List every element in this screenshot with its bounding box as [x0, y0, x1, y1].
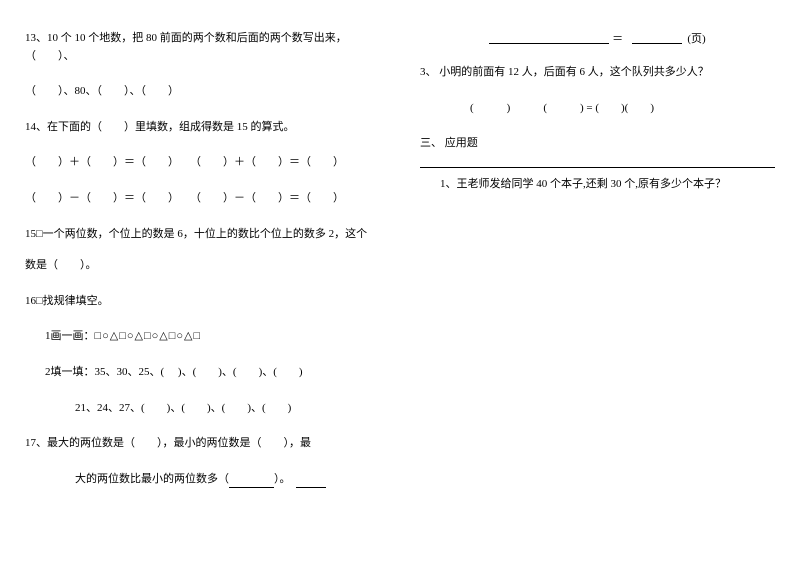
q15-line1: 15□一个两位数，个位上的数是 6，十位上的数比个位上的数多 2，这个 [25, 226, 380, 244]
q13-line1: 13、10 个 10 个地数，把 80 前面的两个数和后面的两个数写出来，（ ）… [25, 30, 380, 65]
q16-fill1: 2填一填：35、30、25、( )、( )、( )、( ) [25, 364, 380, 382]
app-q1: 1、王老师发给同学 40 个本子,还剩 30 个,原有多少个本子？ [420, 176, 775, 194]
section3-title: 三、 应用题 [420, 135, 775, 153]
fraction-result-line [632, 43, 682, 44]
q17-line2: 大的两位数比最小的两位数多（ ）。 [25, 471, 380, 489]
q17b-prefix: 大的两位数比最小的两位数多（ [75, 473, 229, 485]
q15-line2: 数是（ ）。 [25, 257, 380, 275]
q17-trail [296, 487, 326, 488]
q16-draw: 1画一画：□○△□○△□○△□○△□ [25, 328, 380, 346]
q16-fill2: 21、24、27、( )、( )、( )、( ) [25, 400, 380, 418]
q14-title: 14、在下面的（ ）里填数，组成得数是 15 的算式。 [25, 119, 380, 137]
q16a-shapes: □○△□○△□○△□○△□ [95, 330, 202, 342]
q17-blank [229, 487, 274, 488]
q3-line2: ( ) ( ) = ( )( ) [420, 100, 775, 118]
fraction-row: ＝ (页) [420, 30, 775, 46]
q17b-suffix: ）。 [274, 473, 291, 485]
q14-eq2: （ ）－（ ）＝（ ） （ ）－（ ）＝（ ） [25, 190, 380, 208]
q17-line1: 17、最大的两位数是（ ），最小的两位数是（ ），最 [25, 435, 380, 453]
fraction-numerator-line [489, 43, 609, 44]
q16-title: 16□找规律填空。 [25, 293, 380, 311]
fraction-eq: ＝ [612, 33, 623, 45]
q14-eq1: （ ）＋（ ）＝（ ） （ ）＋（ ）＝（ ） [25, 154, 380, 172]
q13-line2: （ ）、80、（ ）、（ ） [25, 83, 380, 101]
q16a-label: 1画一画： [45, 330, 95, 342]
q3-line1: 3、 小明的前面有 12 人，后面有 6 人，这个队列共多少人？ [420, 64, 775, 82]
divider-line [420, 167, 775, 168]
fraction-unit: (页) [687, 33, 705, 45]
